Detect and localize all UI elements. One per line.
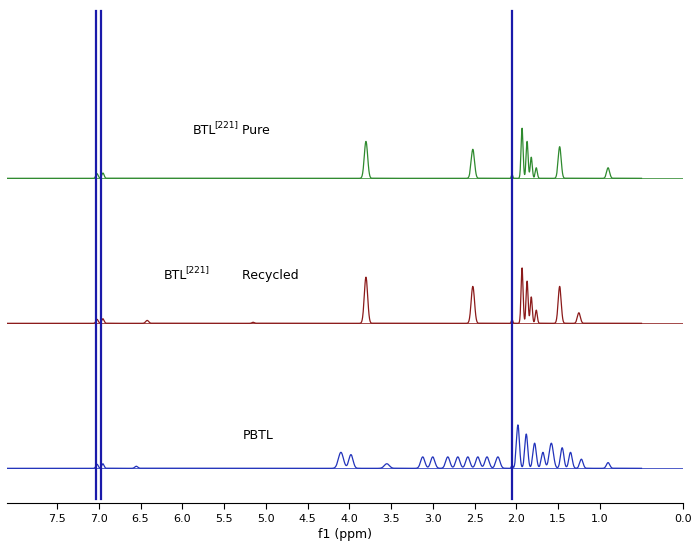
X-axis label: f1 (ppm): f1 (ppm) — [318, 528, 372, 541]
Text: Recycled: Recycled — [243, 269, 303, 282]
Text: Pure: Pure — [243, 123, 274, 136]
Text: [221]: [221] — [214, 120, 238, 129]
Text: PBTL: PBTL — [243, 429, 273, 442]
Text: BTL: BTL — [193, 123, 217, 136]
Text: BTL: BTL — [164, 269, 187, 282]
Text: [221]: [221] — [185, 265, 209, 274]
